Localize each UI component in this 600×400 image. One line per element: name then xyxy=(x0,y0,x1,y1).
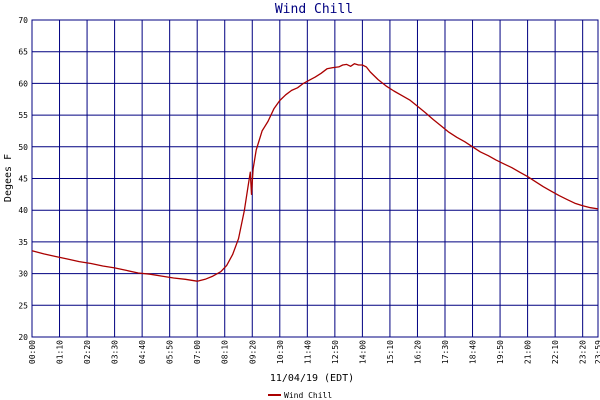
legend: Wind Chill xyxy=(268,391,332,400)
x-tick-label: 19:50 xyxy=(496,340,505,364)
y-tick-label: 40 xyxy=(18,206,28,215)
x-tick-label: 23:20 xyxy=(579,340,588,364)
y-tick-label: 45 xyxy=(18,175,28,184)
y-tick-label: 30 xyxy=(18,270,28,279)
x-tick-label: 23:59 xyxy=(594,340,600,364)
legend-label: Wind Chill xyxy=(284,391,332,400)
y-tick-label: 70 xyxy=(18,16,28,25)
x-tick-label: 05:50 xyxy=(166,340,175,364)
x-tick-label: 09:20 xyxy=(248,340,257,364)
x-tick-label: 02:20 xyxy=(83,340,92,364)
x-tick-label: 10:30 xyxy=(276,340,285,364)
grid-lines xyxy=(31,19,599,338)
chart-title: Wind Chill xyxy=(275,2,353,17)
series-line-wind-chill xyxy=(31,63,599,282)
y-tick-labels: 20 25 30 35 40 45 50 55 60 65 70 xyxy=(18,16,28,342)
x-tick-label: 08:10 xyxy=(221,340,230,364)
x-tick-label: 07:00 xyxy=(193,340,202,364)
y-axis-label: Degees F xyxy=(3,154,14,202)
y-tick-label: 20 xyxy=(18,333,28,342)
x-tick-label: 04:40 xyxy=(138,340,147,364)
x-tick-label: 21:00 xyxy=(524,340,533,364)
x-tick-label: 18:40 xyxy=(469,340,478,364)
x-tick-label: 12:50 xyxy=(331,340,340,364)
x-tick-label: 03:30 xyxy=(111,340,120,364)
x-tick-label: 00:00 xyxy=(28,340,37,364)
y-tick-label: 35 xyxy=(18,238,28,247)
y-tick-label: 65 xyxy=(18,48,28,57)
x-tick-label: 15:10 xyxy=(386,340,395,364)
y-tick-label: 55 xyxy=(18,111,28,120)
x-tick-label: 01:10 xyxy=(56,340,65,364)
x-tick-label: 16:20 xyxy=(413,340,422,364)
x-axis-label: 11/04/19 (EDT) xyxy=(270,373,354,384)
x-tick-label: 11:40 xyxy=(303,340,312,364)
y-tick-label: 50 xyxy=(18,143,28,152)
y-tick-label: 60 xyxy=(18,79,28,88)
series-layer xyxy=(31,63,599,282)
x-tick-label: 14:00 xyxy=(358,340,367,364)
y-tick-label: 25 xyxy=(18,301,28,310)
x-tick-labels: 00:00 01:10 02:20 03:30 04:40 05:50 07:00 08:10… xyxy=(28,340,600,364)
x-tick-label: 22:10 xyxy=(551,340,560,364)
x-tick-label: 17:30 xyxy=(441,340,450,364)
